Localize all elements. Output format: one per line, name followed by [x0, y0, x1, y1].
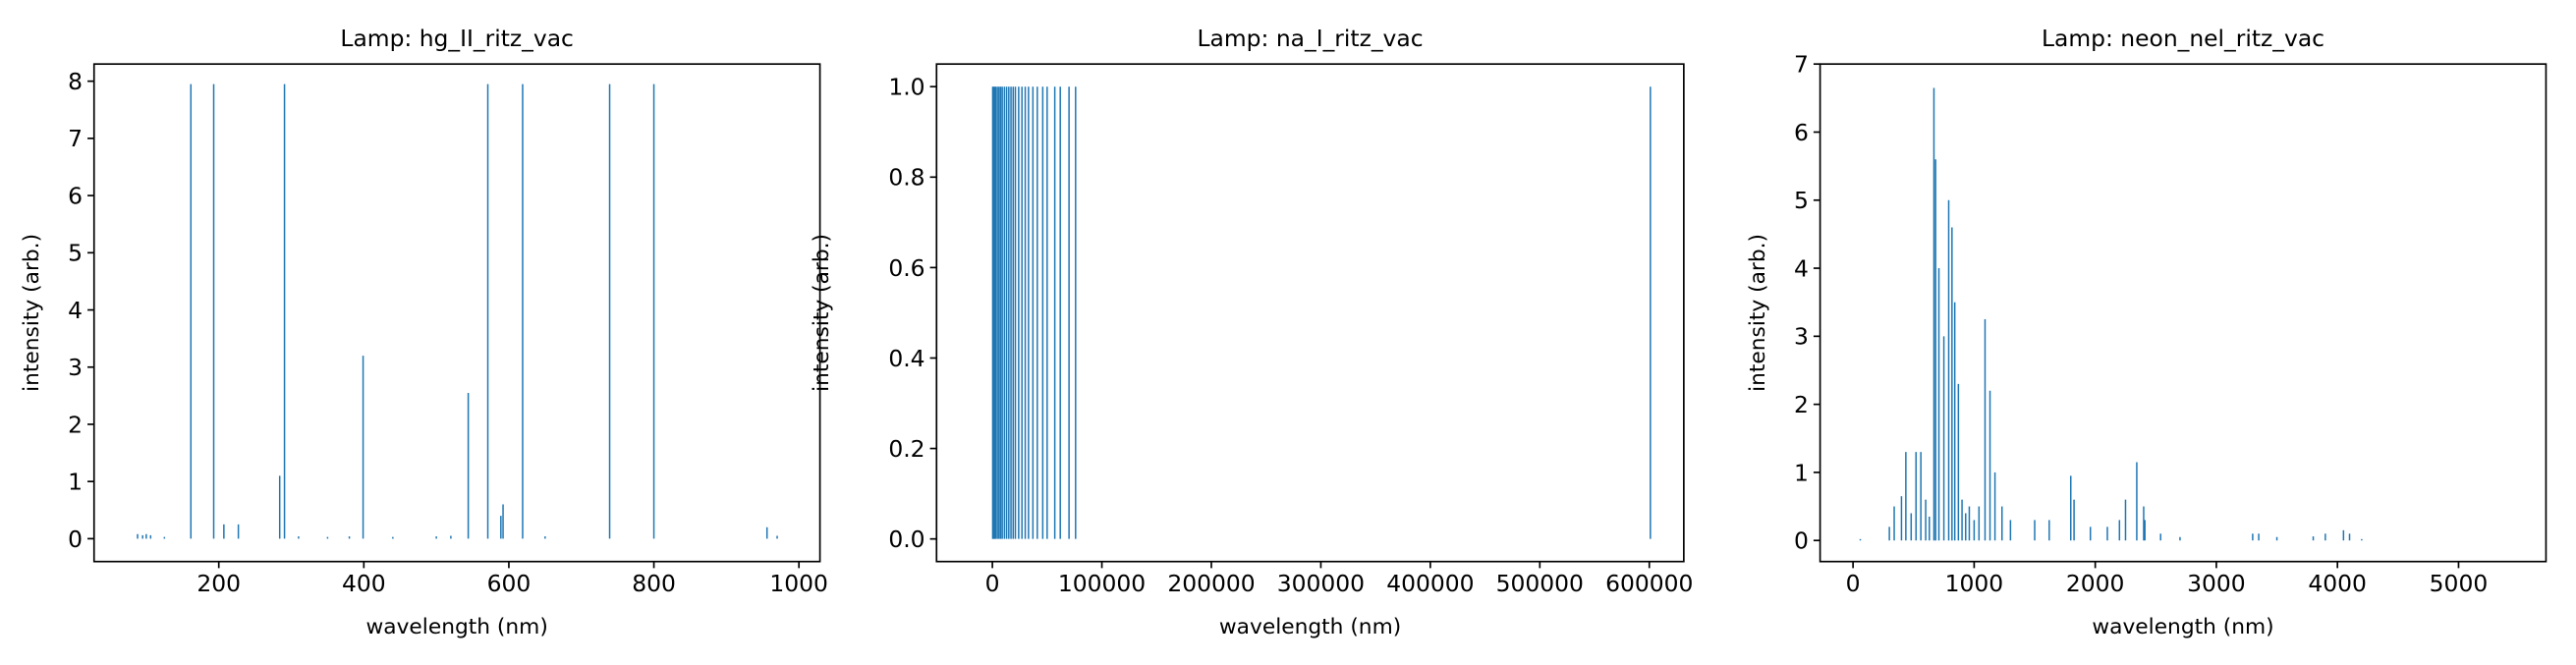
x-tick-label: 0	[985, 570, 1000, 597]
x-tick-label: 5000	[2430, 570, 2489, 597]
y-tick-label: 4	[68, 297, 83, 324]
x-tick-label: 500000	[1496, 570, 1584, 597]
x-tick-label: 600	[487, 570, 532, 597]
y-tick-label: 1	[1794, 459, 1809, 486]
x-tick-label: 200	[196, 570, 241, 597]
x-axis-label: wavelength (nm)	[1219, 615, 1401, 639]
y-tick-label: 0.2	[888, 435, 924, 463]
axes-frame	[92, 63, 821, 563]
y-tick-label: 1	[68, 469, 83, 496]
y-tick-label: 0	[1794, 527, 1809, 555]
y-tick-label: 0.8	[888, 164, 924, 192]
chart-title: Lamp: neon_nel_ritz_vac	[2042, 25, 2324, 52]
chart-title: Lamp: na_I_ritz_vac	[1198, 25, 1424, 52]
y-tick-label: 6	[1794, 119, 1809, 146]
y-tick-label: 2	[1794, 391, 1809, 418]
y-tick-label: 0.4	[888, 345, 924, 372]
x-tick-label: 400	[342, 570, 386, 597]
y-tick-label: 7	[68, 125, 83, 152]
y-tick-label: 0.0	[888, 526, 924, 553]
y-tick-label: 6	[68, 182, 83, 209]
y-tick-label: 5	[1794, 187, 1809, 214]
x-tick-label: 2000	[2066, 570, 2125, 597]
y-tick-label: 5	[68, 240, 83, 267]
y-tick-label: 3	[68, 354, 83, 381]
x-tick-label: 4000	[2308, 570, 2367, 597]
axes-frame	[935, 63, 1685, 563]
y-tick-label: 0.6	[888, 254, 924, 282]
x-tick-label: 200000	[1167, 570, 1255, 597]
y-axis-label: intensity (arb.)	[810, 234, 834, 392]
y-tick-label: 7	[1794, 51, 1809, 79]
y-tick-label: 2	[68, 411, 83, 438]
x-axis-label: wavelength (nm)	[366, 615, 548, 639]
x-tick-label: 300000	[1277, 570, 1365, 597]
chart-title: Lamp: hg_II_ritz_vac	[340, 25, 573, 52]
y-tick-label: 4	[1794, 254, 1809, 282]
x-tick-label: 1000	[1945, 570, 2004, 597]
y-tick-label: 8	[68, 68, 83, 95]
x-axis-label: wavelength (nm)	[2092, 615, 2273, 639]
y-tick-label: 3	[1794, 323, 1809, 351]
y-tick-label: 1.0	[888, 74, 924, 101]
x-tick-label: 3000	[2187, 570, 2246, 597]
x-tick-label: 800	[632, 570, 676, 597]
x-tick-label: 400000	[1386, 570, 1474, 597]
y-tick-label: 0	[68, 526, 83, 553]
y-axis-label: intensity (arb.)	[1746, 234, 1770, 392]
x-tick-label: 100000	[1058, 570, 1146, 597]
x-tick-label: 1000	[769, 570, 828, 597]
x-tick-label: 0	[1846, 570, 1861, 597]
y-axis-label: intensity (arb.)	[20, 234, 44, 392]
x-tick-label: 600000	[1605, 570, 1693, 597]
axes-frame	[1819, 63, 2548, 563]
